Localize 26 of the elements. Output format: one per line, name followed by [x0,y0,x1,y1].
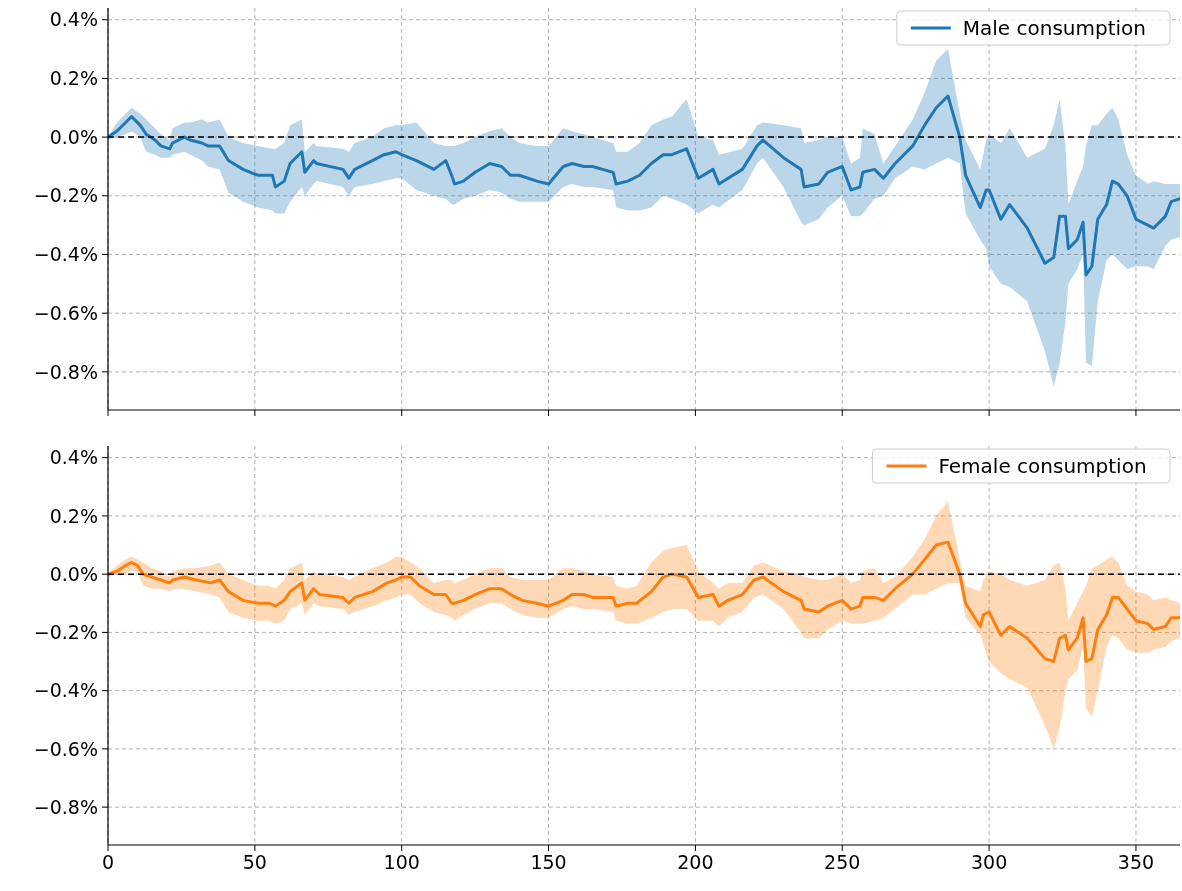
y-tick-label: −0.6% [33,737,98,760]
y-tick-label: 0.2% [49,67,98,90]
y-tick-label: 0.4% [49,8,98,31]
x-tick-label: 200 [677,851,714,873]
y-tick-label: −0.2% [33,621,98,644]
y-tick-label: 0.4% [49,446,98,469]
line-series [108,540,1180,664]
y-tick-label: −0.2% [33,184,98,207]
x-tick-label: 50 [242,851,267,873]
x-tick-label: 350 [1117,851,1155,873]
line-series [108,94,1180,277]
y-tick-label: 0.0% [49,125,98,148]
y-tick-label: 0.0% [49,562,98,585]
legend-label: Male consumption [962,16,1147,40]
x-tick-label: 150 [530,851,567,873]
y-tick-label: −0.8% [33,360,98,383]
x-tick-label: 300 [970,851,1008,873]
y-tick-label: −0.8% [33,795,98,818]
y-tick-label: −0.4% [33,243,98,266]
legend-label: Female consumption [938,454,1147,478]
x-tick-label: 250 [824,851,861,873]
y-tick-label: −0.6% [33,301,98,324]
x-tick-label: 100 [383,851,420,873]
y-tick-label: 0.2% [49,504,98,527]
y-tick-label: −0.4% [33,679,98,702]
x-tick-label: 0 [101,851,115,873]
